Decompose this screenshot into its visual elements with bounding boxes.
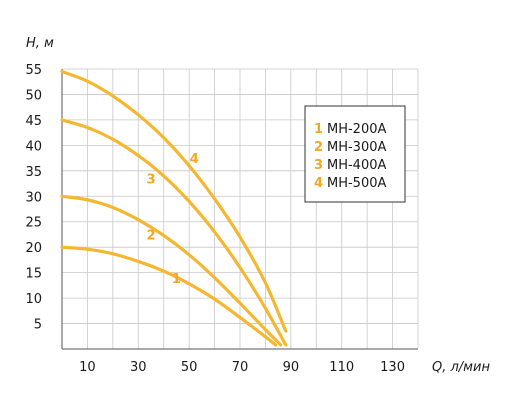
legend-box [304, 105, 406, 203]
y-tick-label: 45 [25, 114, 42, 129]
y-tick-label: 20 [25, 241, 42, 256]
y-tick-label: 25 [25, 216, 42, 231]
curve-3 [60, 118, 288, 347]
y-tick-label: 35 [25, 165, 42, 180]
legend-entry: МН-200А [327, 122, 386, 137]
curve-label-2: 2 [146, 229, 155, 244]
x-tick-label: 70 [232, 360, 249, 375]
legend-number: 3 [314, 158, 323, 173]
legend-number: 4 [314, 176, 323, 191]
curve-label-3: 3 [146, 173, 155, 188]
x-tick-label: 110 [329, 360, 354, 375]
legend-entry: МН-300А [327, 140, 386, 155]
legend: 1 МН-200А 2 МН-300А 3 МН-400А 4 МН-500А [304, 105, 406, 203]
axes [61, 69, 418, 350]
performance-curves [60, 69, 288, 347]
x-tick-label: 30 [130, 360, 147, 375]
x-tick-label: 130 [380, 360, 405, 375]
curve-label-4: 4 [190, 152, 199, 167]
y-tick-label: 55 [25, 63, 42, 78]
y-tick-label: 5 [34, 318, 42, 333]
legend-number: 1 [314, 122, 323, 137]
y-tick-label: 15 [25, 267, 42, 282]
y-tick-label: 30 [25, 190, 42, 205]
curve-2 [60, 194, 283, 347]
legend-number: 2 [314, 140, 323, 155]
tick-labels: 10 30 50 70 90 110 130 5 10 15 20 25 30 35 40 45 50 55 [25, 63, 405, 375]
legend-entry: МН-500А [327, 176, 386, 191]
legend-entry: МН-400А [327, 158, 386, 173]
x-tick-label: 90 [283, 360, 300, 375]
curve-number-labels: 1 2 3 4 [146, 152, 198, 287]
curve-1 [60, 245, 278, 347]
y-tick-label: 10 [25, 292, 42, 307]
x-tick-label: 50 [181, 360, 198, 375]
curve-4 [60, 69, 288, 333]
curve-label-1: 1 [172, 272, 181, 287]
x-axis-title: Q, л/мин [432, 360, 490, 375]
y-tick-label: 40 [25, 139, 42, 154]
x-tick-label: 10 [79, 360, 96, 375]
y-axis-title: H, м [26, 36, 54, 51]
y-tick-label: 50 [25, 88, 42, 103]
